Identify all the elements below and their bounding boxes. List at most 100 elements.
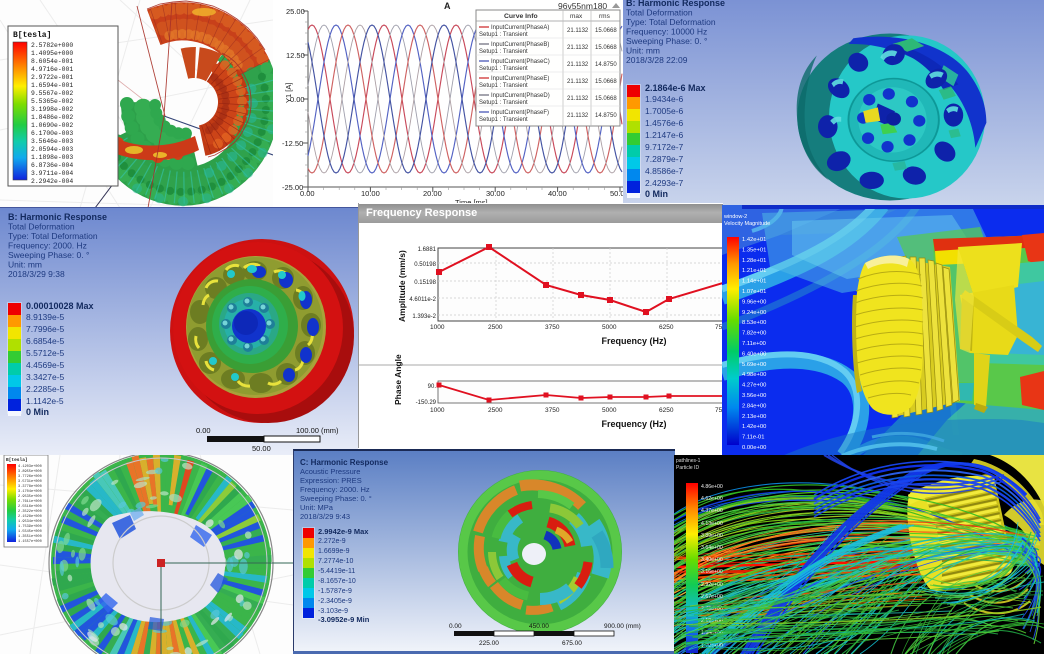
svg-text:4.6011e-2: 4.6011e-2: [409, 297, 436, 303]
svg-text:1.6881: 1.6881: [418, 247, 437, 253]
svg-text:21.1132: 21.1132: [567, 79, 589, 85]
svg-text:9.24e+00: 9.24e+00: [742, 310, 766, 316]
svg-text:6.6854e-5: 6.6854e-5: [26, 336, 65, 346]
svg-text:1.21e+01: 1.21e+01: [742, 268, 766, 274]
svg-text:10.00: 10.00: [361, 189, 380, 198]
svg-text:6.1700e-003: 6.1700e-003: [31, 130, 73, 137]
svg-text:6250: 6250: [659, 407, 674, 414]
svg-text:2.9942e-9 Max: 2.9942e-9 Max: [318, 527, 369, 536]
svg-text:2.1528e+000: 2.1528e+000: [18, 515, 42, 519]
svg-text:Setup1 : Transient: Setup1 : Transient: [479, 66, 528, 72]
svg-text:1.9434e-6: 1.9434e-6: [645, 94, 684, 104]
svg-text:21.1132: 21.1132: [567, 113, 589, 119]
svg-text:1.1557e+000: 1.1557e+000: [18, 540, 42, 544]
svg-text:Particle ID: Particle ID: [676, 465, 699, 471]
svg-text:Sweeping Phase: 0. °: Sweeping Phase: 0. °: [300, 494, 372, 503]
svg-text:3.64e+00: 3.64e+00: [701, 545, 723, 551]
svg-text:750: 750: [715, 407, 723, 414]
svg-text:Sweeping Phase: 0. °: Sweeping Phase: 0. °: [626, 36, 707, 46]
svg-text:9.96e+00: 9.96e+00: [742, 299, 766, 305]
svg-text:-8.1657e-10: -8.1657e-10: [318, 578, 356, 585]
svg-text:2500: 2500: [488, 324, 503, 331]
svg-text:4.27e+00: 4.27e+00: [742, 383, 766, 389]
svg-text:Type: Total Deformation: Type: Total Deformation: [626, 17, 716, 27]
svg-text:1.94e+00: 1.94e+00: [701, 630, 723, 636]
svg-text:2018/3/28 22:09: 2018/3/28 22:09: [626, 55, 688, 65]
svg-text:21.1132: 21.1132: [567, 96, 589, 102]
svg-text:0 Min: 0 Min: [645, 189, 668, 199]
svg-text:Y1 [A]: Y1 [A]: [284, 83, 293, 103]
svg-text:1.5545e+000: 1.5545e+000: [18, 530, 42, 534]
svg-text:-25.00: -25.00: [282, 183, 303, 192]
svg-text:3.89e+00: 3.89e+00: [701, 533, 723, 539]
svg-text:1.7005e-6: 1.7005e-6: [645, 106, 684, 116]
svg-text:5.5365e-002: 5.5365e-002: [31, 98, 73, 105]
svg-text:1.14e+01: 1.14e+01: [742, 279, 766, 285]
svg-text:-2.3405e-9: -2.3405e-9: [318, 598, 352, 605]
svg-text:4.9716e-001: 4.9716e-001: [31, 66, 73, 73]
svg-text:0 Min: 0 Min: [26, 407, 49, 417]
svg-text:Curve Info: Curve Info: [504, 13, 538, 20]
svg-text:InputCurrent(PhaseD): InputCurrent(PhaseD): [491, 93, 550, 99]
svg-text:Total Deformation: Total Deformation: [626, 8, 693, 18]
svg-text:4.62e+00: 4.62e+00: [701, 496, 723, 502]
svg-text:3.7726e+000: 3.7726e+000: [18, 475, 42, 479]
svg-text:2.4293e-7: 2.4293e-7: [645, 178, 684, 188]
svg-text:InputCurrent(PhaseA): InputCurrent(PhaseA): [491, 25, 549, 31]
svg-text:15.0668: 15.0668: [595, 79, 617, 85]
svg-text:-12.50: -12.50: [282, 139, 303, 148]
svg-text:1.07e+01: 1.07e+01: [742, 289, 766, 295]
svg-text:21.1132: 21.1132: [567, 28, 589, 34]
svg-text:InputCurrent(PhaseC): InputCurrent(PhaseC): [491, 59, 550, 65]
svg-text:Acoustic Pressure: Acoustic Pressure: [300, 467, 360, 476]
svg-text:Setup1 : Transient: Setup1 : Transient: [479, 100, 528, 106]
svg-text:3.3427e-5: 3.3427e-5: [26, 372, 65, 382]
svg-text:0.50198: 0.50198: [414, 262, 436, 268]
svg-text:3.3778e+000: 3.3778e+000: [18, 485, 42, 489]
svg-text:1.4095e+000: 1.4095e+000: [31, 50, 73, 57]
svg-text:50.00: 50.00: [252, 444, 271, 453]
svg-text:Frequency (Hz): Frequency (Hz): [601, 336, 666, 346]
svg-text:3.40e+00: 3.40e+00: [701, 557, 723, 563]
svg-text:450.00: 450.00: [529, 623, 549, 630]
svg-text:4.4569e-5: 4.4569e-5: [26, 360, 65, 370]
svg-text:6.40e+00: 6.40e+00: [742, 351, 766, 357]
svg-text:3750: 3750: [545, 324, 560, 331]
svg-text:Sweeping Phase: 0. °: Sweeping Phase: 0. °: [8, 250, 89, 260]
svg-text:3.56e+00: 3.56e+00: [742, 393, 766, 399]
svg-text:2.0594e-003: 2.0594e-003: [31, 146, 73, 153]
svg-text:0.00: 0.00: [300, 189, 315, 198]
svg-text:Time [ms]: Time [ms]: [455, 198, 488, 207]
svg-text:5.69e+00: 5.69e+00: [742, 362, 766, 368]
svg-text:2.9722e-001: 2.9722e-001: [31, 74, 73, 81]
svg-text:A: A: [444, 1, 451, 11]
svg-text:1.4576e-6: 1.4576e-6: [645, 118, 684, 128]
svg-text:-150.29: -150.29: [416, 400, 437, 406]
svg-text:window-2: window-2: [723, 214, 747, 220]
svg-text:1000: 1000: [430, 407, 445, 414]
svg-text:Frequency: 2000. Hz: Frequency: 2000. Hz: [300, 485, 370, 494]
svg-text:2.9535e+000: 2.9535e+000: [18, 495, 42, 499]
svg-text:2.2285e-5: 2.2285e-5: [26, 384, 65, 394]
svg-text:225.00: 225.00: [479, 640, 499, 647]
svg-text:9.5567e-002: 9.5567e-002: [31, 90, 73, 97]
svg-text:2.272e-9: 2.272e-9: [318, 538, 346, 545]
svg-text:750: 750: [715, 324, 723, 331]
svg-text:8.6054e-001: 8.6054e-001: [31, 58, 73, 65]
svg-text:-3.0952e-9 Min: -3.0952e-9 Min: [318, 615, 370, 624]
svg-text:Frequency: 2000. Hz: Frequency: 2000. Hz: [8, 241, 87, 251]
svg-text:1.28e+01: 1.28e+01: [742, 258, 766, 264]
svg-text:Unit: mm: Unit: mm: [8, 260, 42, 270]
svg-text:2500: 2500: [488, 407, 503, 414]
svg-text:5000: 5000: [602, 324, 617, 331]
svg-text:8.9139e-5: 8.9139e-5: [26, 312, 65, 322]
svg-text:3.8955e+000: 3.8955e+000: [18, 470, 42, 474]
svg-text:3.9711e-004: 3.9711e-004: [31, 170, 73, 177]
svg-text:900.00 (mm): 900.00 (mm): [604, 623, 641, 630]
svg-text:96v55nm180: 96v55nm180: [558, 1, 607, 11]
svg-text:9.7172e-7: 9.7172e-7: [645, 142, 684, 152]
svg-text:Setup1 : Transient: Setup1 : Transient: [479, 117, 528, 123]
svg-text:2.2942e-004: 2.2942e-004: [31, 178, 73, 185]
svg-text:1000: 1000: [430, 324, 445, 331]
svg-text:2.92e+00: 2.92e+00: [701, 582, 723, 588]
